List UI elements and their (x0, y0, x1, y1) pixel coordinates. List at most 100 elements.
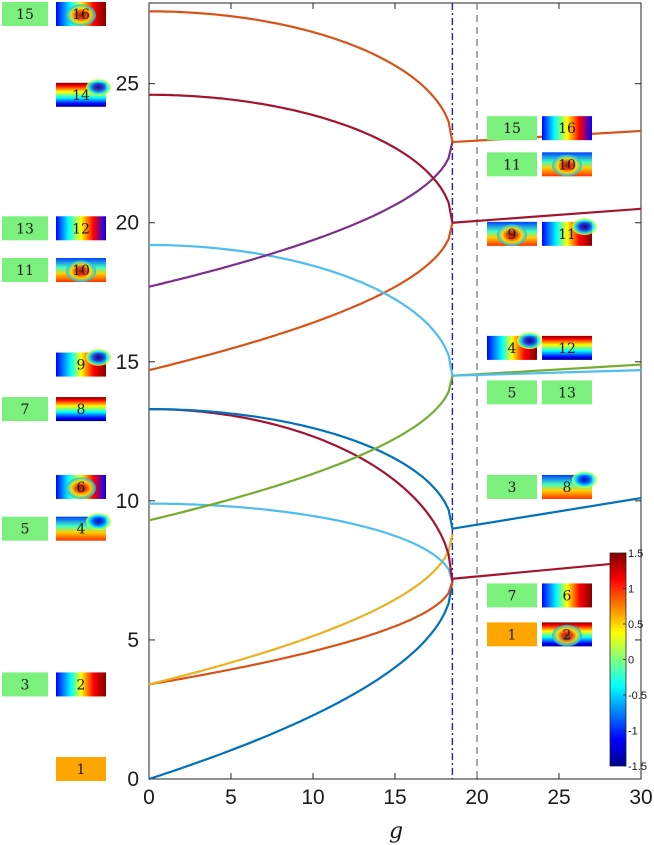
colorbar-tick-label: 0 (628, 655, 634, 667)
mode-number: 11 (558, 227, 576, 243)
mode-badge: 7 (2, 397, 48, 422)
mode-thumbnail: 6 (542, 583, 592, 608)
x-tick-label: 15 (383, 786, 406, 809)
x-tick-label: 30 (629, 786, 652, 809)
mode-number: 4 (77, 522, 86, 538)
mode-number: 9 (77, 358, 86, 374)
mode-thumbnail: 11 (542, 218, 597, 246)
mode-thumbnail: 16 (542, 116, 592, 141)
mode-thumbnail: 2 (542, 622, 592, 647)
mode-number: 6 (563, 588, 572, 604)
mode-number: 12 (558, 341, 576, 357)
mode-badge: 5 (487, 380, 537, 405)
mode-number: 1 (77, 762, 86, 778)
branch-curve (452, 207, 642, 224)
mode-thumbnail: 4 (56, 513, 111, 541)
energy-curve (148, 141, 454, 288)
mode-badge: 13 (2, 216, 48, 241)
y-tick-label: 20 (116, 212, 139, 235)
mode-badge: 7 (487, 583, 537, 608)
colorbar-tick-label: -1.5 (628, 761, 647, 773)
x-axis-label: g (389, 819, 403, 844)
mode-thumbnail: 16 (56, 2, 106, 26)
colorbar-tick-label: 0.5 (628, 619, 643, 631)
x-tick-label: 0 (143, 786, 155, 809)
mode-thumbnail: 14 (56, 79, 111, 107)
energy-curve (148, 375, 454, 522)
branch-curve (452, 496, 642, 530)
mode-number: 9 (508, 227, 517, 243)
mode-number: 15 (16, 7, 34, 23)
mode-thumbnail: 6 (56, 474, 106, 499)
x-tick-label: 20 (465, 786, 488, 809)
energy-curve (148, 533, 454, 686)
mode-thumbnail: 4 (487, 332, 542, 360)
mode-badge: 11 (487, 152, 537, 177)
mode-number: 8 (77, 402, 86, 418)
mode-thumbnail: 8 (542, 471, 597, 499)
mode-number: 10 (558, 157, 576, 173)
x-tick-label: 10 (301, 786, 324, 809)
energy-curve (148, 10, 454, 143)
energy-curve (149, 408, 454, 529)
mode-thumbnail: 8 (56, 397, 106, 422)
mode-badge: 11 (2, 258, 48, 283)
mode-badge: 3 (487, 474, 537, 499)
mode-thumbnail: 10 (542, 152, 592, 177)
mode-number: 4 (508, 341, 517, 357)
energy-curve (148, 581, 454, 686)
y-tick-label: 5 (127, 629, 139, 652)
energy-curve (149, 243, 454, 376)
mode-thumbnail: 2 (56, 672, 106, 697)
energy-curves (148, 3, 642, 781)
colorbar-tick-label: 1.5 (628, 548, 643, 560)
mode-thumbnail: 12 (56, 216, 106, 241)
mode-number: 2 (77, 677, 86, 693)
mode-number: 11 (503, 157, 521, 173)
mode-badge: 13 (542, 380, 592, 405)
mode-number: 5 (21, 522, 30, 538)
mode-thumbnail: 1 (487, 622, 537, 647)
y-tick-label: 25 (116, 73, 139, 96)
energy-curve (149, 408, 454, 582)
mode-number: 5 (508, 385, 517, 401)
mode-thumbnail: 1 (56, 757, 106, 781)
branch-curve (452, 369, 642, 377)
mode-number: 7 (508, 588, 517, 604)
x-tick-label: 25 (547, 786, 570, 809)
mode-badge: 3 (2, 672, 48, 697)
energy-curve (148, 222, 454, 372)
mode-number: 13 (558, 385, 576, 401)
colorbar-tick-label: -1 (628, 726, 638, 738)
mode-number: 6 (77, 480, 86, 496)
energy-curve (148, 502, 454, 582)
energy-curve (149, 93, 454, 223)
x-tick-label: 5 (225, 786, 237, 809)
x-axis-ticks: 0 5 10 15 20 25 30 (143, 3, 653, 809)
mode-number: 2 (563, 627, 572, 643)
mode-number: 14 (72, 88, 90, 104)
colorbar-tick-label: 1 (628, 584, 634, 596)
colorbar: 1.5 1 0.5 0 -0.5 -1 -1.5 (609, 548, 647, 773)
left-mode-labels: 15 16 14 13 12 11 10 9 7 8 6 5 4 3 2 1 (2, 2, 111, 781)
mode-number: 13 (16, 221, 34, 237)
colorbar-tick-label: -0.5 (628, 690, 647, 702)
mode-number: 3 (508, 480, 517, 496)
mode-number: 8 (563, 480, 572, 496)
mode-number: 10 (72, 263, 90, 279)
mode-badge: 5 (2, 516, 48, 541)
mode-number: 3 (21, 677, 30, 693)
mode-thumbnail: 12 (542, 335, 592, 360)
y-tick-label: 15 (116, 351, 139, 374)
y-tick-label: 0 (127, 768, 139, 791)
mode-number: 12 (72, 221, 90, 237)
mode-number: 16 (72, 7, 90, 23)
mode-thumbnail: 10 (56, 258, 106, 283)
mode-thumbnail: 9 (487, 221, 537, 246)
mode-badge: 15 (2, 2, 48, 26)
energy-curve (148, 581, 454, 781)
y-tick-label: 10 (116, 490, 139, 513)
